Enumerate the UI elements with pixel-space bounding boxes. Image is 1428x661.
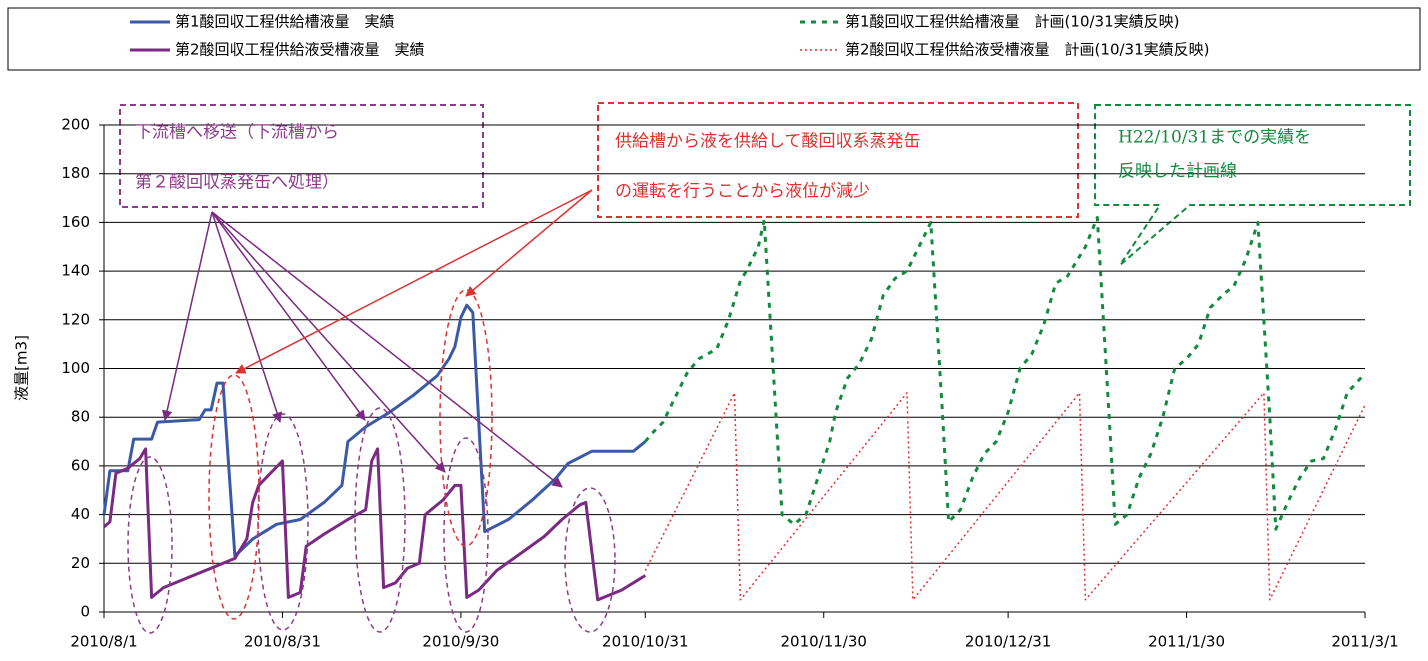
annotation-arrow xyxy=(211,211,366,421)
highlight-ellipse xyxy=(208,374,260,620)
x-tick-label: 2010/8/31 xyxy=(244,633,321,651)
annotation-box xyxy=(597,102,1079,218)
series-line xyxy=(102,303,647,558)
legend-box xyxy=(7,7,1421,71)
y-tick-label: 180 xyxy=(61,164,90,182)
annotation-arrow xyxy=(235,189,593,374)
annotation-text: の運転を行うことから液位が減少 xyxy=(615,182,870,202)
annotation-text: H22/10/31までの実績を xyxy=(1118,128,1311,148)
series-line xyxy=(644,392,1366,601)
annotation-arrow xyxy=(161,211,213,422)
legend-label: 第2酸回収工程供給液受槽液量 計画(10/31実績反映) xyxy=(845,41,1209,59)
annotation-text: 第２酸回収蒸発缶へ処理） xyxy=(135,173,339,193)
x-tick-label: 2011/1/30 xyxy=(1148,633,1225,651)
y-tick-label: 60 xyxy=(71,456,90,474)
legend-label: 第1酸回収工程供給槽液量 計画(10/31実績反映) xyxy=(845,13,1179,31)
x-tick-label: 2010/11/30 xyxy=(780,633,866,651)
legend-label: 第1酸回収工程供給槽液量 実績 xyxy=(175,13,395,31)
series-line xyxy=(103,447,647,602)
series-line xyxy=(644,216,1367,531)
y-tick-label: 200 xyxy=(61,116,90,134)
legend-label: 第2酸回収工程供給液受槽液量 実績 xyxy=(175,41,425,59)
highlight-ellipse xyxy=(439,289,493,547)
x-tick-label: 2010/12/31 xyxy=(965,633,1051,651)
x-tick-label: 2010/8/1 xyxy=(70,633,137,651)
y-tick-label: 100 xyxy=(61,359,90,377)
y-tick-label: 160 xyxy=(61,213,90,231)
annotation-box xyxy=(119,104,484,208)
highlight-ellipse xyxy=(443,437,489,633)
y-tick-label: 0 xyxy=(80,603,90,621)
highlight-ellipse xyxy=(564,487,616,633)
y-axis-label: 液量[m3] xyxy=(13,335,31,401)
highlight-ellipse xyxy=(127,456,173,634)
highlight-ellipse xyxy=(354,407,406,633)
annotation-text: 反映した計画線 xyxy=(1118,162,1237,182)
y-tick-label: 80 xyxy=(71,408,90,426)
highlight-ellipse xyxy=(257,413,309,631)
y-tick-label: 40 xyxy=(71,505,90,523)
x-tick-label: 2010/9/30 xyxy=(422,633,499,651)
y-tick-label: 140 xyxy=(61,262,90,280)
callout-box xyxy=(1094,104,1411,266)
y-tick-label: 20 xyxy=(71,554,90,572)
annotation-arrow xyxy=(465,189,593,297)
annotation-arrow xyxy=(211,211,283,423)
annotation-arrow xyxy=(211,211,446,473)
annotation-text: 供給槽から液を供給して酸回収系蒸発缶 xyxy=(615,132,921,152)
annotation-text: 下流槽へ移送（下流槽から xyxy=(135,123,339,143)
y-tick-label: 120 xyxy=(61,310,90,328)
x-tick-label: 2011/3/1 xyxy=(1331,633,1398,651)
x-tick-label: 2010/10/31 xyxy=(602,633,688,651)
annotation-arrow xyxy=(211,211,563,488)
